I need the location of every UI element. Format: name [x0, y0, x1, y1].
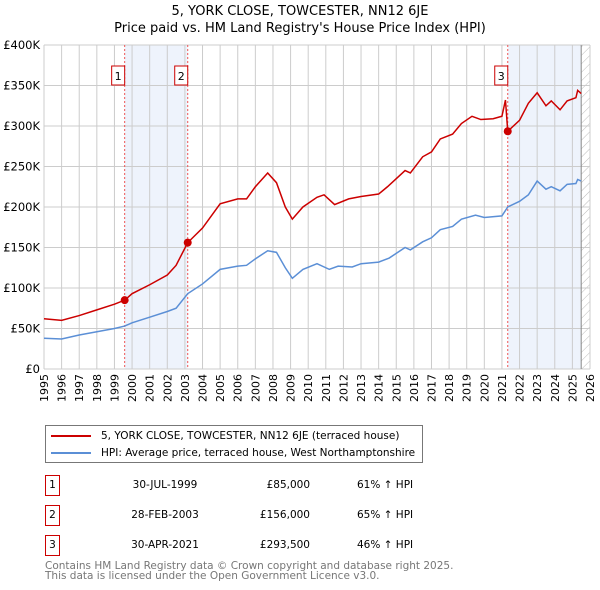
- table-row: 2 28-FEB-2003 £156,000 65% ↑ HPI: [45, 505, 465, 526]
- sale-marker-box: [174, 65, 189, 86]
- x-tick-label: 2010: [302, 374, 315, 402]
- x-tick-label: 2026: [584, 374, 597, 402]
- x-tick-label: 2001: [144, 374, 157, 402]
- footer-copyright: Contains HM Land Registry data © Crown c…: [45, 560, 454, 572]
- x-tick-label: 2019: [461, 374, 474, 402]
- y-tick-label: £0: [25, 362, 40, 376]
- x-tick-label: 1998: [91, 374, 104, 402]
- x-tick-label: 2009: [285, 374, 298, 402]
- sale-marker: 3: [45, 535, 60, 556]
- x-tick-label: 2013: [355, 374, 368, 402]
- sale-hpi: 65% ↑ HPI: [357, 509, 414, 521]
- table-row: 3 30-APR-2021 £293,500 46% ↑ HPI: [45, 535, 465, 556]
- x-tick-label: 1997: [73, 374, 86, 402]
- y-tick-label: £150K: [3, 241, 40, 255]
- sale-marker-label: 3: [498, 70, 505, 83]
- sale-date: 30-APR-2021: [131, 539, 199, 551]
- y-tick-label: £200K: [3, 200, 40, 214]
- x-tick-label: 2025: [566, 374, 579, 402]
- sale-point: [120, 296, 129, 305]
- x-tick-label: 1999: [108, 374, 121, 402]
- x-tick-label: 2016: [408, 374, 421, 402]
- sale-date: 30-JUL-1999: [132, 479, 198, 491]
- chart-subtitle: Price paid vs. HM Land Registry's House …: [114, 21, 486, 36]
- sale-marker-label: 1: [115, 70, 122, 83]
- legend-swatch-red: [51, 435, 91, 437]
- y-tick-label: £300K: [3, 119, 40, 133]
- legend: 5, YORK CLOSE, TOWCESTER, NN12 6JE (terr…: [45, 425, 423, 463]
- price-line: [43, 88, 582, 322]
- y-tick-label: £50K: [11, 322, 41, 336]
- legend-item-hpi: HPI: Average price, terraced house, West…: [51, 445, 415, 461]
- x-tick-label: 1996: [56, 374, 69, 402]
- x-tick-label: 2022: [514, 374, 527, 402]
- sale-hpi: 61% ↑ HPI: [357, 479, 414, 491]
- sale-price: £156,000: [259, 509, 310, 521]
- sale-marker-box: [111, 65, 126, 86]
- sale-point: [503, 127, 512, 136]
- sale-marker-box: [494, 65, 509, 86]
- x-tick-label: 2008: [267, 374, 280, 402]
- sale-hpi: 46% ↑ HPI: [357, 539, 414, 551]
- legend-item-property: 5, YORK CLOSE, TOWCESTER, NN12 6JE (terr…: [51, 428, 399, 444]
- x-tick-label: 2018: [443, 374, 456, 402]
- x-tick-label: 2011: [320, 374, 333, 402]
- x-tick-label: 2004: [197, 374, 210, 402]
- y-tick-label: £400K: [3, 38, 40, 52]
- legend-label: HPI: Average price, terraced house, West…: [101, 447, 416, 459]
- y-tick-label: £100K: [3, 281, 40, 295]
- x-tick-label: 1995: [38, 374, 51, 402]
- x-tick-label: 2014: [373, 374, 386, 402]
- x-tick-label: 2006: [232, 374, 245, 402]
- x-tick-label: 2023: [531, 374, 544, 402]
- sale-marker: 1: [45, 475, 60, 496]
- sale-date: 28-FEB-2003: [131, 509, 199, 521]
- footer-licence: This data is licensed under the Open Gov…: [45, 570, 380, 582]
- sale-marker-label: 2: [178, 70, 185, 83]
- plot-area: 1995 1996 1997 1998 1999 2000 2001 2002 2003 2004…: [3, 38, 597, 402]
- chart-title: 5, YORK CLOSE, TOWCESTER, NN12 6JE: [171, 4, 429, 19]
- sale-price: £293,500: [259, 539, 310, 551]
- table-row: 1 30-JUL-1999 £85,000 61% ↑ HPI: [45, 475, 465, 496]
- x-tick-label: 2005: [214, 374, 227, 402]
- x-tick-label: 2003: [179, 374, 192, 402]
- x-tick-label: 2000: [126, 374, 139, 402]
- x-tick-label: 2012: [337, 374, 350, 402]
- x-tick-label: 2015: [390, 374, 403, 402]
- x-tick-label: 2020: [478, 374, 491, 402]
- hpi-line: [43, 178, 582, 340]
- legend-swatch-blue: [51, 452, 91, 454]
- y-tick-label: £350K: [3, 79, 40, 93]
- x-tick-label: 2021: [496, 374, 509, 402]
- y-tick-label: £250K: [3, 160, 40, 174]
- sale-marker: 2: [45, 505, 60, 526]
- x-tick-label: 2007: [249, 374, 262, 402]
- legend-label: 5, YORK CLOSE, TOWCESTER, NN12 6JE (terr…: [101, 430, 400, 442]
- x-tick-label: 2017: [425, 374, 438, 402]
- x-tick-label: 2024: [549, 374, 562, 402]
- x-tick-label: 2002: [161, 374, 174, 402]
- sale-price: £85,000: [266, 479, 310, 491]
- sale-point: [183, 238, 192, 247]
